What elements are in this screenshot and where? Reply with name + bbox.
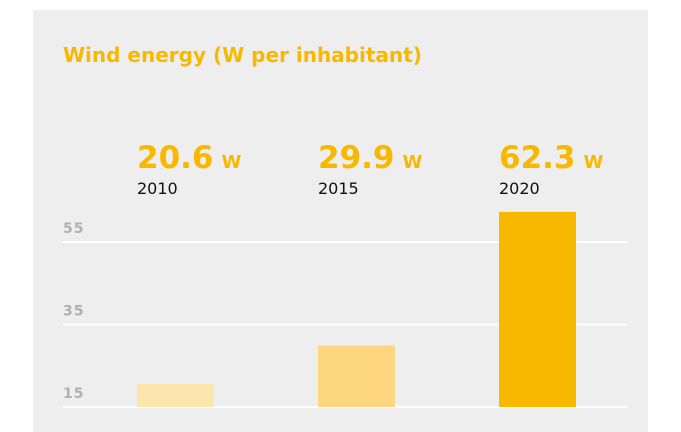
category-label: 2015: [318, 179, 359, 198]
value-unit: W: [584, 152, 604, 173]
y-tick-label: 55: [63, 221, 84, 237]
value-unit: W: [222, 152, 242, 173]
value-number: 20.6: [137, 140, 214, 176]
category-label: 2020: [499, 179, 540, 198]
value-number: 62.3: [499, 140, 576, 176]
bar: [499, 211, 576, 407]
value-number: 29.9: [318, 140, 395, 176]
category-label: 2010: [137, 179, 178, 198]
y-tick-label: 15: [63, 386, 84, 402]
value-label: 20.6 W: [137, 140, 242, 176]
bar: [318, 345, 395, 407]
value-unit: W: [403, 152, 423, 173]
y-tick-label: 35: [63, 304, 84, 320]
value-label: 62.3 W: [499, 140, 604, 176]
chart-title: Wind energy (W per inhabitant): [63, 43, 422, 67]
bar: [137, 383, 214, 407]
value-label: 29.9 W: [318, 140, 423, 176]
